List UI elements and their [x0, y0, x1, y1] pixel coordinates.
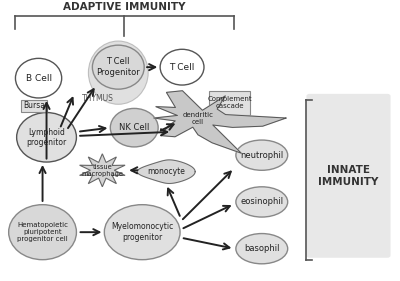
- Text: NK Cell: NK Cell: [119, 123, 150, 132]
- Text: monocyte: monocyte: [147, 167, 185, 176]
- Text: basophil: basophil: [244, 244, 280, 253]
- Ellipse shape: [16, 58, 62, 98]
- Ellipse shape: [17, 113, 76, 162]
- Ellipse shape: [236, 187, 288, 217]
- Ellipse shape: [104, 205, 180, 260]
- Polygon shape: [137, 160, 195, 183]
- FancyBboxPatch shape: [306, 94, 390, 258]
- Ellipse shape: [160, 49, 204, 85]
- Ellipse shape: [236, 234, 288, 264]
- Text: T Cell
Progenitor: T Cell Progenitor: [96, 58, 140, 77]
- Text: Complement
cascade: Complement cascade: [208, 96, 252, 109]
- Text: B Cell: B Cell: [26, 74, 52, 83]
- Text: THYMUS: THYMUS: [82, 94, 114, 103]
- FancyBboxPatch shape: [209, 91, 250, 115]
- Ellipse shape: [236, 140, 288, 170]
- Text: tissue
macrophage: tissue macrophage: [81, 164, 123, 177]
- Text: neutrophil: neutrophil: [240, 151, 284, 160]
- Polygon shape: [154, 91, 286, 153]
- Text: Myelomonocytic
progenitor: Myelomonocytic progenitor: [111, 223, 173, 242]
- Ellipse shape: [92, 45, 144, 89]
- Text: ADAPTIVE IMMUNITY: ADAPTIVE IMMUNITY: [63, 2, 186, 12]
- Ellipse shape: [110, 108, 158, 147]
- Text: T Cell: T Cell: [169, 63, 195, 72]
- Ellipse shape: [9, 205, 76, 260]
- Polygon shape: [80, 154, 125, 187]
- Text: dendritic
cell: dendritic cell: [182, 112, 214, 124]
- Text: eosinophil: eosinophil: [240, 198, 283, 207]
- Text: Bursa: Bursa: [23, 101, 45, 110]
- Ellipse shape: [88, 41, 148, 104]
- Text: Hematopoietic
pluripotent
progenitor cell: Hematopoietic pluripotent progenitor cel…: [17, 222, 68, 242]
- FancyBboxPatch shape: [21, 100, 46, 112]
- Text: Lymphoid
progenitor: Lymphoid progenitor: [26, 128, 67, 147]
- Text: INNATE
IMMUNITY: INNATE IMMUNITY: [318, 165, 379, 187]
